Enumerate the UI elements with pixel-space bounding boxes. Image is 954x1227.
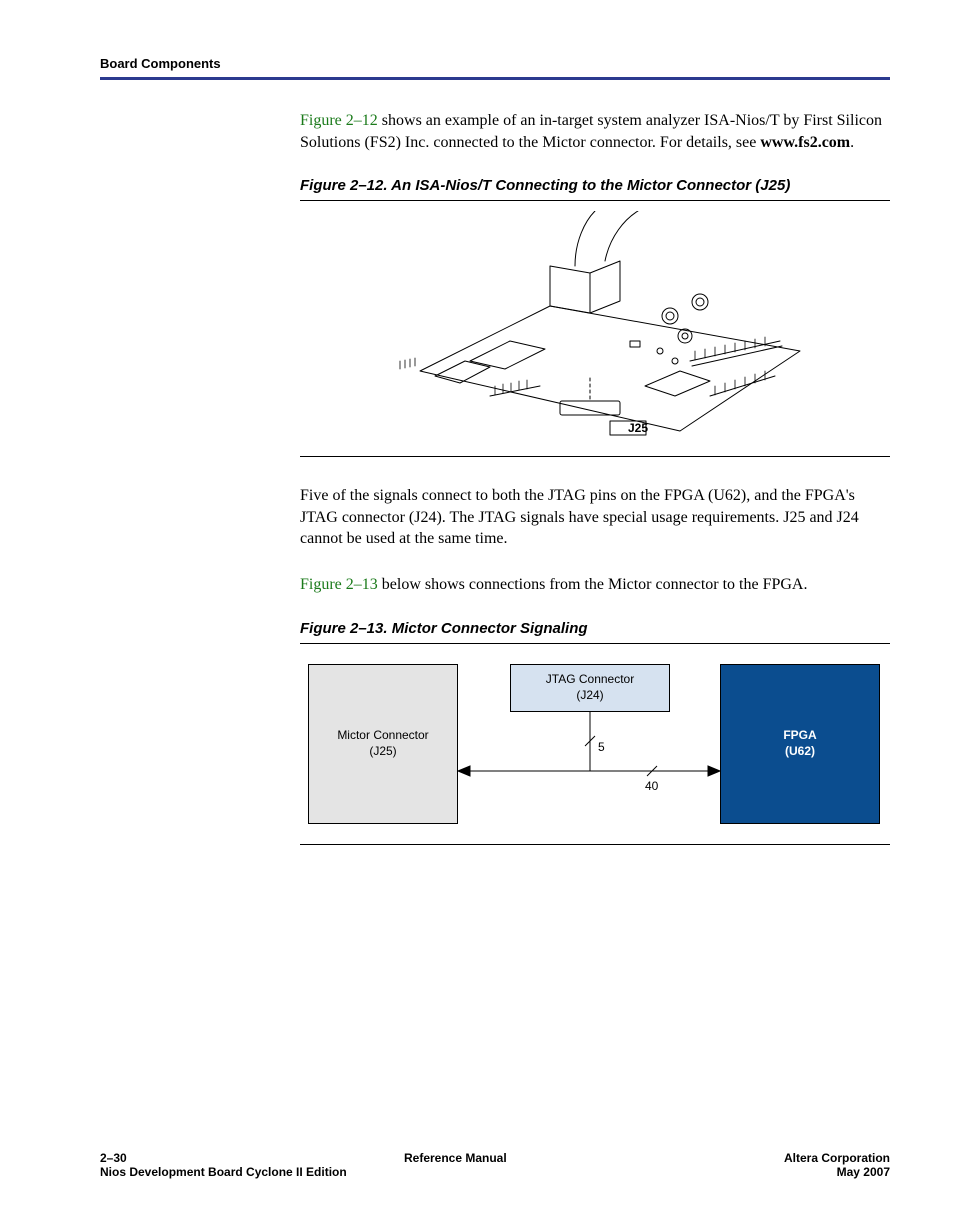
figure-12-rule-top <box>300 200 890 201</box>
jtag-connector-box: JTAG Connector (J24) <box>510 664 670 712</box>
jtag-title: JTAG Connector <box>546 672 634 688</box>
figure-13-rule-bottom <box>300 844 890 845</box>
footer-date: May 2007 <box>837 1165 890 1179</box>
figure-12-image: J25 <box>300 211 890 446</box>
figure-ref-12: Figure 2–12 <box>300 112 378 129</box>
paragraph-1: Figure 2–12 shows an example of an in-ta… <box>300 110 890 153</box>
figure-12-rule-bottom <box>300 456 890 457</box>
fpga-title: FPGA <box>783 728 816 744</box>
fpga-box: FPGA (U62) <box>720 664 880 824</box>
figure-13-diagram: Mictor Connector (J25) JTAG Connector (J… <box>300 654 890 834</box>
footer-company: Altera Corporation <box>784 1151 890 1165</box>
footer-page-number: 2–30 <box>100 1151 127 1165</box>
jtag-sub: (J24) <box>576 688 603 704</box>
signal-count-40: 40 <box>645 779 659 793</box>
paragraph-3: Figure 2–13 below shows connections from… <box>300 574 890 596</box>
signal-count-5: 5 <box>598 740 605 754</box>
footer-doc-title: Reference Manual <box>127 1151 784 1165</box>
mictor-sub: (J25) <box>369 744 396 760</box>
paragraph-2: Five of the signals connect to both the … <box>300 485 890 550</box>
fpga-sub: (U62) <box>785 744 815 760</box>
header-rule <box>100 77 890 80</box>
mictor-title: Mictor Connector <box>337 728 428 744</box>
figure-ref-13: Figure 2–13 <box>300 576 378 593</box>
figure-12-caption: Figure 2–12. An ISA-Nios/T Connecting to… <box>300 177 890 194</box>
mictor-connector-box: Mictor Connector (J25) <box>308 664 458 824</box>
page-footer: 2–30 Reference Manual Altera Corporation… <box>100 1151 890 1179</box>
section-header: Board Components <box>100 56 890 71</box>
figure-13-caption: Figure 2–13. Mictor Connector Signaling <box>300 620 890 637</box>
footer-board-name: Nios Development Board Cyclone II Editio… <box>100 1165 347 1179</box>
para3-text: below shows connections from the Mictor … <box>378 576 808 593</box>
j25-label: J25 <box>628 421 648 435</box>
para1-end: . <box>850 134 854 151</box>
figure-13-rule-top <box>300 643 890 644</box>
para1-url: www.fs2.com <box>760 134 850 151</box>
